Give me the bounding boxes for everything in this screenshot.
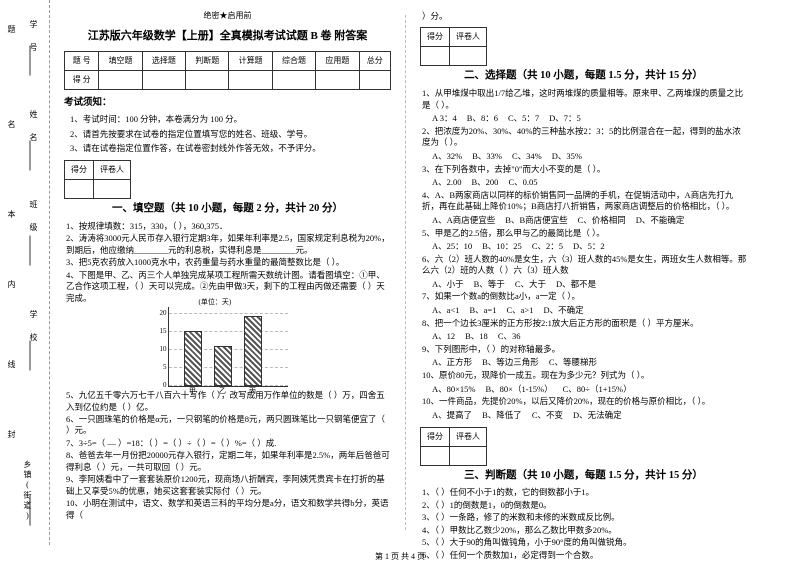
scorer-c: 得分 <box>421 427 450 446</box>
sc: 选择题 <box>142 51 185 70</box>
bar-chart: (单位：天) 05101520甲乙丙 <box>168 307 288 387</box>
opts: A、2.00B、200C、0.05 <box>432 176 747 189</box>
q: 1、从甲堆煤中取出1/7给乙堆，这时两堆煤的质量相等。原来甲、乙两堆煤的质量之比… <box>422 88 747 111</box>
sc: 填空题 <box>99 51 142 70</box>
sb-mark: 线 <box>6 360 17 370</box>
q: 9、下列图形中，（ ）的对称轴最多。 <box>422 344 747 355</box>
opts: A、A商店便宜些B、B商店便宜些C、价格相同D、不能确定 <box>432 214 747 227</box>
sb-line <box>30 341 31 371</box>
notice: 2、请首先按要求在试卷的指定位置填写您的姓名、班级、学号。 <box>70 128 391 141</box>
section3-header: 三、判断题（共 10 小题，每题 1.5 分，共计 15 分） <box>420 468 747 484</box>
q: 6、六（2）班人数的40%是女生，六（3）班人数的45%是女生，两班女生人数相等… <box>422 254 747 277</box>
sc: 题 号 <box>65 51 99 70</box>
page-footer: 第 1 页 共 4 页 <box>0 551 800 562</box>
q: 3、（ ）一条路，修了的米数和未修的米数成反比例。 <box>422 512 747 523</box>
q: 4、A、B两家商店以同样的标价销售同一品牌的手机，在促销活动中，A商店先打九折，… <box>422 190 747 213</box>
q: 2、涛涛将3000元人民币存入银行定期3年，如果年利率是2.5，国家规定利息税为… <box>66 233 391 256</box>
sc: 应用题 <box>316 51 359 70</box>
secret-mark: 绝密★启用前 <box>64 10 391 22</box>
score-table: 题 号 填空题 选择题 判断题 计算题 综合题 应用题 总分 得 分 <box>64 51 391 90</box>
q: 8、爸爸去年一月份把20000元存入银行，定期二年，如果年利率是2.5%，两年后… <box>66 450 391 473</box>
q: 7、3÷5=（ — ）=18：（ ）=（ ）÷（ ）=（ ）%=（ ）成. <box>66 438 391 449</box>
q: 3、把5克农药放入1000克水中，农药重量与药水重量的最简整数比是（ ）。 <box>66 257 391 268</box>
sc: 计算题 <box>229 51 272 70</box>
right-column: ）分。 得分 评卷人 二、选择题（共 10 小题，每题 1.5 分，共计 15 … <box>406 0 761 545</box>
scorer-box: 得分 评卷人 <box>64 160 131 199</box>
scorer-c: 得分 <box>65 161 94 180</box>
q: 5、甲是乙的2.5倍，那么甲与乙的最简比是（ ）。 <box>422 228 747 239</box>
sb-mark: 本 <box>6 210 17 220</box>
opts: A、32%B、33%C、34%D、35% <box>432 150 747 163</box>
sb-line <box>30 496 31 526</box>
scorer-c: 评卷人 <box>94 161 131 180</box>
sc: 综合题 <box>272 51 315 70</box>
scorer-c: 评卷人 <box>450 28 487 47</box>
sb-line <box>30 46 31 76</box>
q: 9、李阿姨看中了一套套装原价1200元，现商场八折酬宾，李阿姨凭贵宾卡在打折的基… <box>66 474 391 497</box>
q: 1、（ ）任何不小于1的数，它的倒数都小于1。 <box>422 487 747 498</box>
q: 10、原价80元，现降价一成五。现在为多少元？列式为（ ）。 <box>422 370 747 381</box>
q: 10、小明在测试中，语文、数学和英语三科的平均分是a分，语文和数学共得b分，英语… <box>66 498 391 521</box>
q: 2、（ ）1的倒数是1，0的倒数是0。 <box>422 500 747 511</box>
binding-sidebar: 学号 姓名 班级 学校 乡镇(街道) 题 名 本 内 线 封 <box>0 0 50 545</box>
q: 8、把一个边长3厘米的正方形按2:1放大后正方形的面积是（ ）平方厘米。 <box>422 318 747 329</box>
opts: A、a<1B、a=1C、a>1D、不确定 <box>432 304 747 317</box>
q: 3、在下列各数中，去掉"0"而大小不变的是（ ）。 <box>422 164 747 175</box>
q-cont: ）分。 <box>422 11 747 22</box>
opts: A 3：4B、8：6C、5：7D、7：5 <box>432 112 747 125</box>
scorer-box: 得分 评卷人 <box>420 27 487 66</box>
opts: A、小于B、等于C、大于D、都不是 <box>432 278 747 291</box>
exam-title: 江苏版六年级数学【上册】全真模拟考试试题 B 卷 附答案 <box>64 28 391 45</box>
sb-mark: 封 <box>6 430 17 440</box>
sb-lbl: 乡镇(街道) <box>22 460 33 522</box>
q: 7、如果一个数a的倒数比a小，a一定（ ）。 <box>422 291 747 302</box>
opts: A、25：10B、10：25C、2：5D、5：2 <box>432 240 747 253</box>
scorer-c: 得分 <box>421 28 450 47</box>
notice-header: 考试须知： <box>64 96 391 110</box>
chart-title: (单位：天) <box>199 297 232 308</box>
sb-mark: 内 <box>6 280 17 290</box>
section2-header: 二、选择题（共 10 小题，每题 1.5 分，共计 15 分） <box>420 68 747 84</box>
left-column: 绝密★启用前 江苏版六年级数学【上册】全真模拟考试试题 B 卷 附答案 题 号 … <box>50 0 405 545</box>
opts: A、80×15%B、80×（1-15%）C、80÷（1+15%） <box>432 383 747 396</box>
opts: A、提高了B、降低了C、不变D、无法确定 <box>432 409 747 422</box>
q: 4、（ ）甲数比乙数少20%，那么乙数比甲数多20%。 <box>422 525 747 536</box>
q: 2、把浓度为20%、30%、40%的三种盐水按2：3：5的比例混合在一起，得到的… <box>422 126 747 149</box>
q: 1、按规律填数：315，330，（ ），360,375． <box>66 221 391 232</box>
scorer-box: 得分 评卷人 <box>420 427 487 466</box>
q: 5、（ ）大于90的角叫做钝角，小于90°度的角叫做锐角。 <box>422 537 747 548</box>
q: 10、一件商品，先提价20%，以后又降价20%，现在的价格与原价相比，（ ）。 <box>422 396 747 407</box>
notice: 3、请在试卷指定位置作答，在试卷密封线外作答无效，不予评分。 <box>70 142 391 155</box>
sc: 总分 <box>359 51 390 70</box>
notice: 1、考试时间：100 分钟，本卷满分为 100 分。 <box>70 113 391 126</box>
sb-mark: 题 <box>6 25 17 35</box>
sb-mark: 名 <box>6 120 17 130</box>
sb-line <box>30 141 31 171</box>
sc: 判断题 <box>186 51 229 70</box>
opts: A、12B、18C、36 <box>432 330 747 343</box>
sc: 得 分 <box>65 70 99 89</box>
opts: A、正方形B、等边三角形C、等腰梯形 <box>432 356 747 369</box>
q: 6、一只圆珠笔的价格是α元，一只钢笔的价格是8元，两只圆珠笔比一只钢笔便宜了（ … <box>66 414 391 437</box>
section1-header: 一、填空题（共 10 小题，每题 2 分，共计 20 分） <box>64 201 391 217</box>
sb-line <box>30 236 31 266</box>
scorer-c: 评卷人 <box>450 427 487 446</box>
